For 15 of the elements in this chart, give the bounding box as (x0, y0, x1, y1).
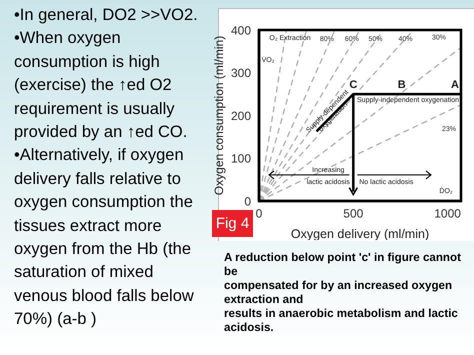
x-tick-label: 0 (256, 206, 263, 221)
y-axis-title: Oxygen consumption (ml/min) (212, 36, 226, 196)
text: •In general, DO2 >>VO2. •When oxygen consumption is high (exercise) the ↑ed O2 requirement is usually provided by an ↑ed CO. •Alternatively, if oxygen delivery falls relative to oxygen consumption the tissues extract more oxygen from the Hb (the saturation of mixed venous blood falls below 70%) (a-b ) (14, 6, 198, 328)
y-tick-label: 100 (230, 152, 252, 166)
text: Fig 4 (212, 210, 253, 237)
y-tick-label: 200 (230, 108, 252, 123)
annotation: C (349, 79, 358, 92)
annotation: A (451, 79, 460, 92)
x-tick-label: 1000 (434, 206, 462, 221)
y-tick-label: 300 (230, 66, 252, 80)
annotation: B (398, 79, 406, 92)
x-tick-label: 500 (343, 206, 364, 221)
y-tick-label: 400 (230, 23, 252, 38)
y-tick-label: 0 (244, 194, 252, 208)
text: A reduction below point 'c' in figure cannot be compensated for by an increased oxygen extraction and results in anaerobic metabolism and lactic acidosis. (224, 251, 462, 335)
